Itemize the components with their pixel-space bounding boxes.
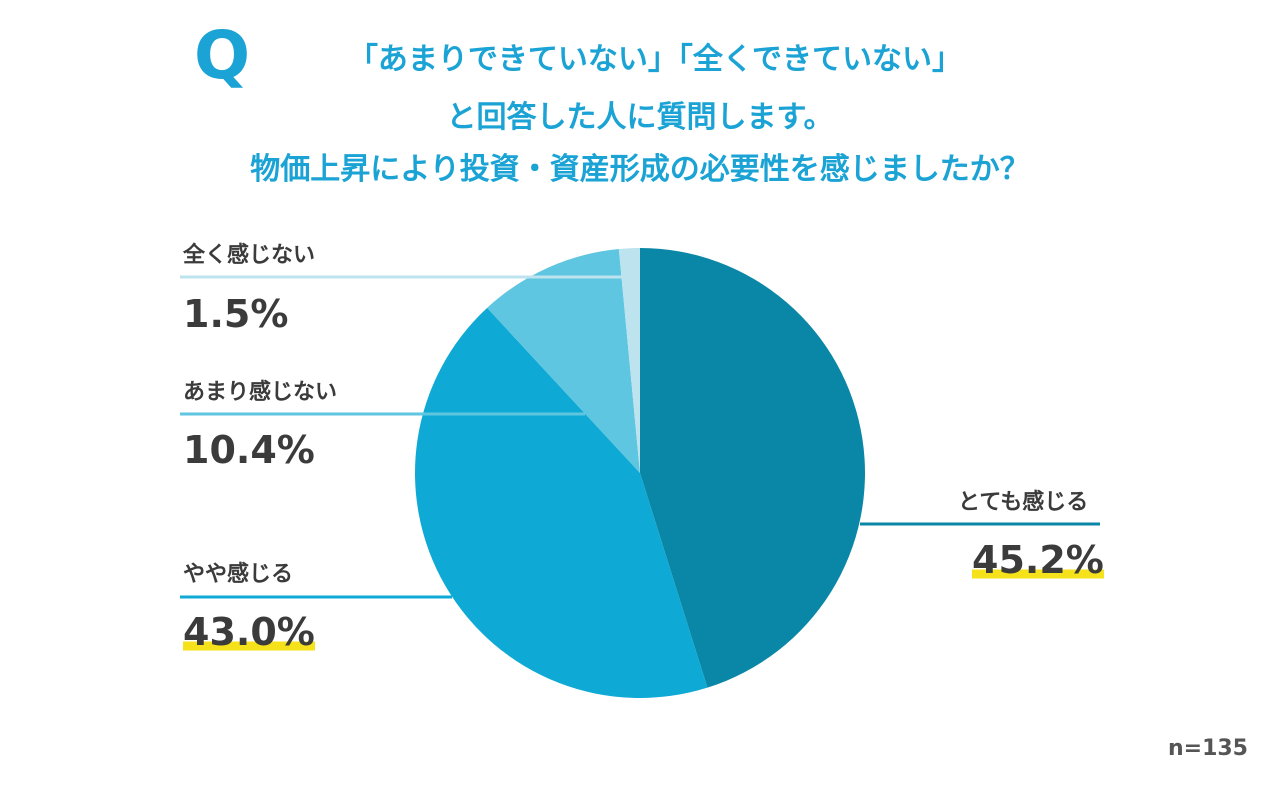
slice-label-あまり感じない: あまり感じない <box>183 380 338 405</box>
slice-value-とても感じる: 45.2% <box>972 538 1104 582</box>
slice-value-全く感じない: 1.5% <box>183 292 289 336</box>
slice-label-やや感じる: やや感じる <box>183 562 294 587</box>
pie-slice-とても感じる <box>640 248 866 688</box>
slice-value-wrap-やや感じる: 43.0% <box>183 610 315 654</box>
question-mark-icon: Q <box>193 17 251 94</box>
slice-value-あまり感じない: 10.4% <box>183 428 315 472</box>
slice-value-wrap-とても感じる: 45.2% <box>972 538 1104 582</box>
slice-label-とても感じる: とても感じる <box>958 490 1089 515</box>
question-title-line-2: と回答した人に質問します。 <box>446 100 834 135</box>
slice-value-やや感じる: 43.0% <box>183 610 315 654</box>
sample-size: n=135 <box>1167 736 1248 761</box>
question-title-line-3: 物価上昇により投資・資産形成の必要性を感じましたか？ <box>250 152 1030 187</box>
pie-slice-全く感じない <box>618 248 640 473</box>
question-title-line-1: 「あまりできていない」「全くできていない」 <box>347 42 963 77</box>
pie-slice-やや感じる <box>414 307 708 699</box>
pie-slice-あまり感じない <box>487 248 640 473</box>
slice-label-全く感じない: 全く感じない <box>183 243 316 268</box>
